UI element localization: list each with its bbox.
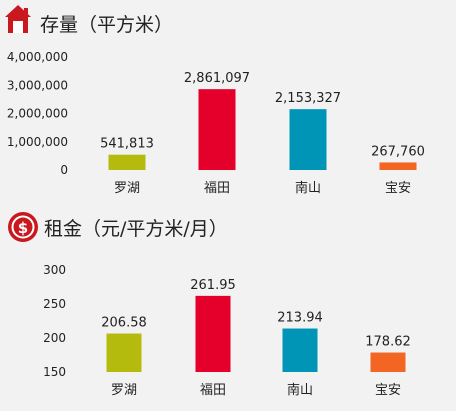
stock-bar-4	[379, 162, 417, 170]
stock-bar-1	[108, 154, 146, 170]
stock-y-tick-label: 0	[60, 163, 68, 177]
rent-y-tick-label: 150	[43, 365, 66, 379]
section-header-rent: $ 租金（元/平方米/月）	[8, 212, 228, 242]
rent-y-tick-label: 250	[43, 297, 66, 311]
stock-category-label: 宝安	[385, 181, 411, 196]
stock-data-label: 2,153,327	[275, 91, 341, 106]
stock-y-tick-label: 2,000,000	[7, 107, 68, 121]
stock-category-label: 罗湖	[114, 181, 140, 196]
rent-data-label: 206.58	[101, 316, 147, 331]
stock-bar-2	[198, 89, 236, 170]
rent-data-label: 178.62	[365, 335, 411, 350]
stock-y-tick-label: 3,000,000	[7, 78, 68, 92]
dollar-coin-icon: $	[8, 212, 38, 242]
rent-category-label: 宝安	[375, 383, 401, 398]
rent-category-label: 福田	[200, 383, 226, 398]
rent-category-label: 罗湖	[111, 383, 137, 398]
stock-data-label: 267,760	[371, 144, 425, 159]
rent-data-label: 213.94	[277, 311, 323, 326]
rent-y-tick-label: 200	[43, 331, 66, 345]
stock-y-tick-label: 4,000,000	[7, 50, 68, 64]
section-header-stock: 存量（平方米）	[5, 5, 173, 36]
rent-category-label: 南山	[287, 382, 313, 398]
rent-y-tick-label: 300	[43, 263, 66, 277]
section-title-rent: 租金（元/平方米/月）	[44, 218, 228, 240]
rent-bar-4	[370, 352, 406, 372]
rent-data-label: 261.95	[190, 278, 236, 293]
rent-bar-3	[282, 328, 318, 372]
rent-chart: 150 200 250 300 206.58 罗湖 261.95 福田 213.94 南山 178.…	[43, 263, 411, 398]
stock-bar-3	[289, 109, 327, 170]
stock-category-label: 福田	[204, 181, 230, 196]
stock-category-label: 南山	[295, 180, 321, 196]
rent-bar-1	[106, 333, 142, 372]
stock-data-label: 541,813	[100, 137, 154, 152]
stock-chart: 0 1,000,000 2,000,000 3,000,000 4,000,000 541…	[7, 50, 425, 196]
section-title-stock: 存量（平方米）	[40, 14, 173, 36]
stock-y-tick-label: 1,000,000	[7, 135, 68, 149]
svg-text:$: $	[18, 219, 28, 237]
house-icon	[5, 5, 31, 33]
rent-bar-2	[195, 295, 231, 372]
stock-data-label: 2,861,097	[184, 71, 250, 86]
